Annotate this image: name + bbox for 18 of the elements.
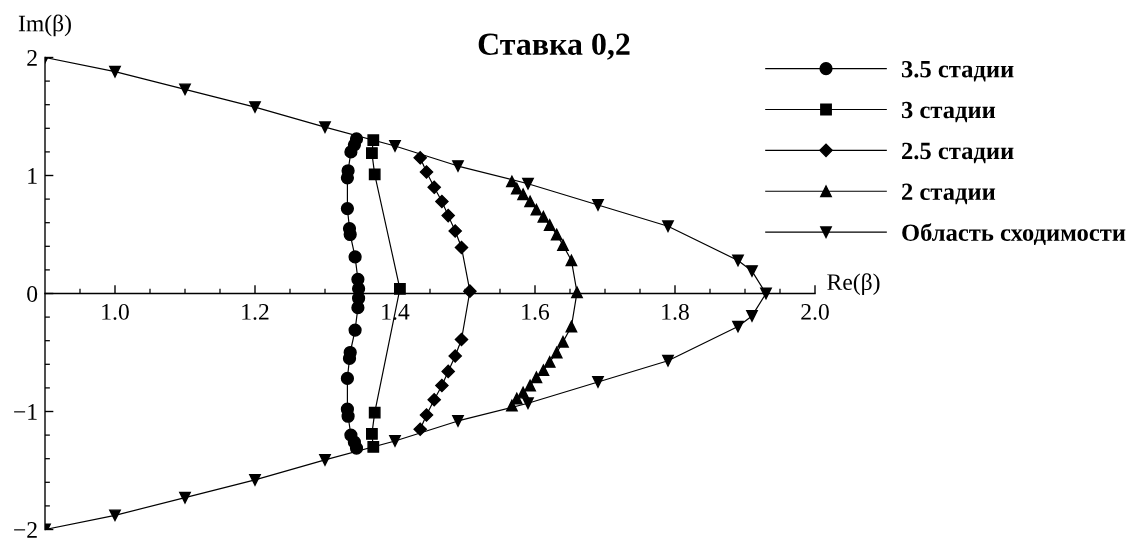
legend-label: 2 стадии (902, 183, 996, 205)
y-axis-title: Im(β) (18, 14, 71, 37)
x-axis-title: Re(β) (827, 273, 880, 295)
y-tick-label: 0 (27, 285, 38, 302)
legend-label: 3.5 стадии (901, 60, 1014, 82)
x-tick-label: 2.0 (801, 303, 829, 320)
x-tick-label: 1.6 (522, 303, 550, 320)
y-tick-label: −2 (14, 522, 37, 538)
y-tick-label: −1 (14, 404, 37, 420)
x-tick-label: 1.0 (102, 303, 129, 320)
y-tick-label: 1 (28, 168, 37, 184)
x-tick-label: 1.2 (242, 303, 269, 320)
legend-label: 2.5 стадии (902, 142, 1014, 164)
legend-label: Область сходимости (902, 223, 1126, 246)
legend-label: 3 стадии (901, 101, 996, 123)
y-tick-label: 2 (27, 50, 37, 66)
chart-title: Ставка 0,2 (478, 33, 630, 60)
x-tick-label: 1.8 (662, 303, 689, 320)
